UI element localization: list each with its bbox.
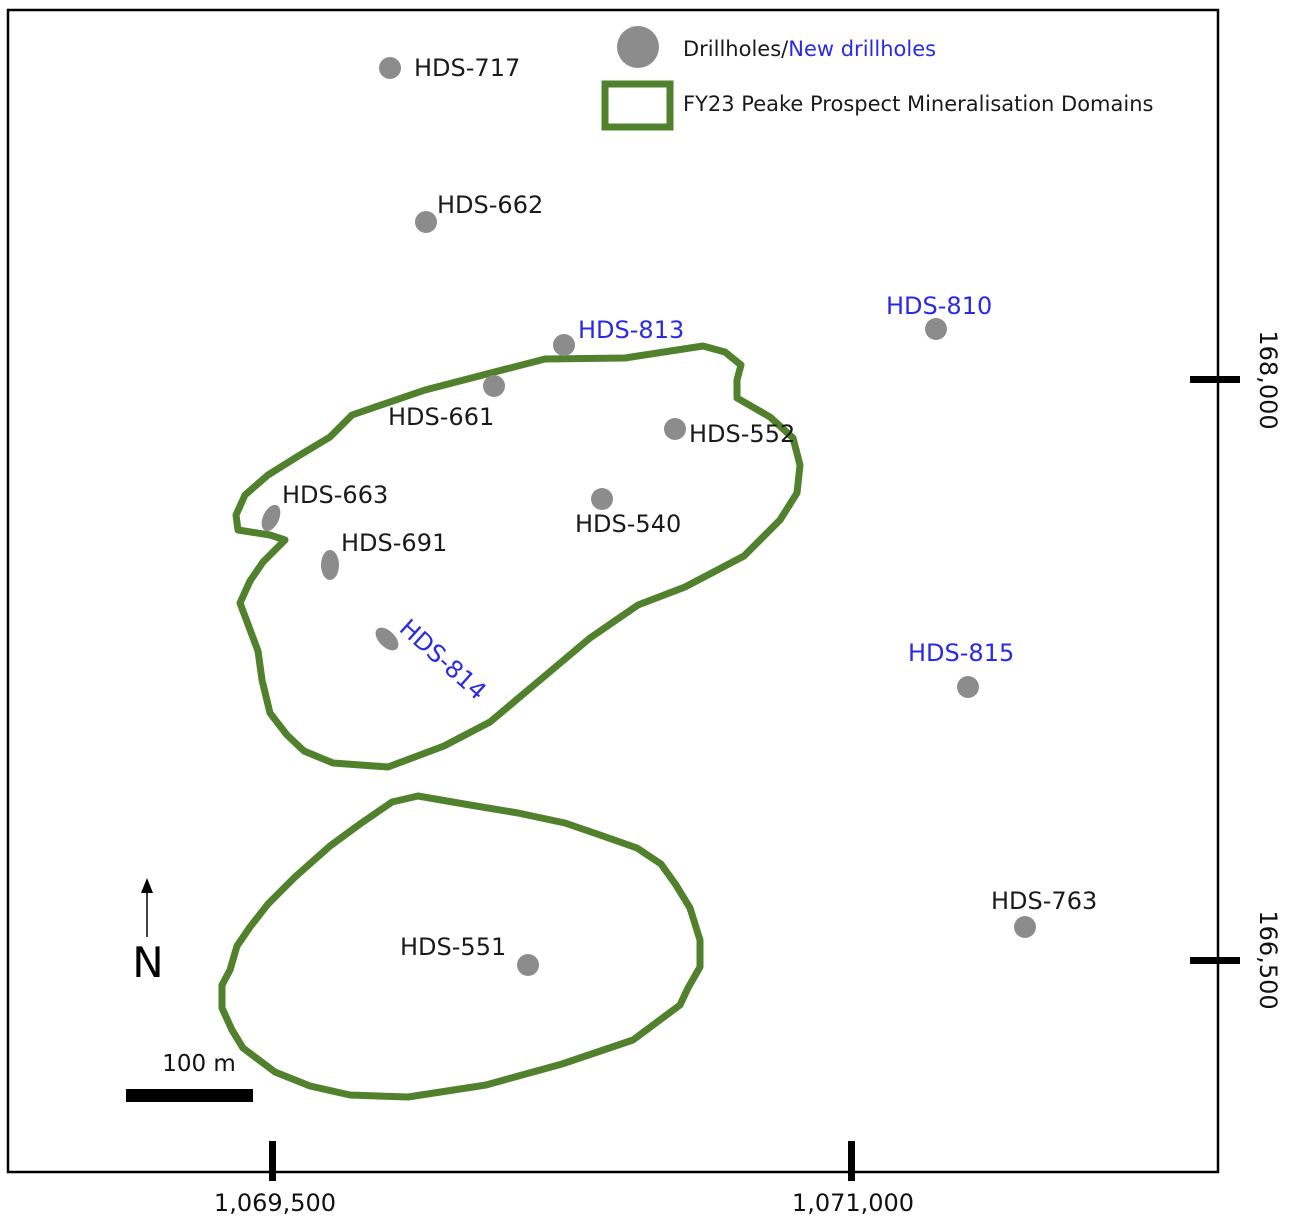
domain-outline-north	[232, 342, 804, 771]
drillhole-marker-hds-540[interactable]	[591, 488, 613, 510]
drillhole-marker-hds-814[interactable]	[371, 623, 402, 654]
easting-tick-1069500	[269, 1141, 276, 1181]
drillhole-marker-hds-661[interactable]	[483, 375, 505, 397]
northing-tick-label-168000: 168,000	[1254, 330, 1282, 429]
drillhole-label-hds-551: HDS-551	[400, 933, 506, 961]
north-arrow-head-icon	[141, 878, 153, 893]
easting-tick-label-1069500: 1,069,500	[214, 1189, 336, 1217]
drillhole-label-hds-813: HDS-813	[578, 316, 684, 344]
drillhole-label-hds-661: HDS-661	[388, 403, 494, 431]
drillhole-marker-hds-810[interactable]	[925, 318, 947, 340]
drillhole-label-hds-691: HDS-691	[341, 529, 447, 557]
drillhole-marker-hds-551[interactable]	[517, 954, 539, 976]
drillhole-label-hds-663: HDS-663	[282, 481, 388, 509]
drillhole-label-hds-815: HDS-815	[908, 639, 1014, 667]
legend-drillhole-symbol	[617, 26, 659, 68]
northing-tick-166500	[1190, 957, 1240, 964]
legend-drillholes-text: Drillholes/	[683, 37, 789, 61]
legend: Drillholes/New drillholes FY23 Peake Pro…	[601, 26, 1153, 131]
easting-tick-1071000	[848, 1141, 855, 1181]
drillhole-label-hds-540: HDS-540	[575, 510, 681, 538]
scale-bar-line	[126, 1089, 253, 1102]
drillhole-label-hds-810: HDS-810	[886, 292, 992, 320]
legend-domain-symbol	[601, 80, 674, 131]
drillhole-marker-hds-763[interactable]	[1014, 916, 1036, 938]
northing-tick-168000	[1190, 376, 1240, 383]
drillhole-marker-hds-662[interactable]	[415, 211, 437, 233]
drillhole-label-hds-552: HDS-552	[689, 420, 795, 448]
domain-outline-south	[218, 792, 704, 1101]
drillhole-marker-hds-717[interactable]	[379, 57, 401, 79]
scale-bar-label: 100 m	[162, 1051, 236, 1077]
northing-tick-label-166500: 166,500	[1254, 910, 1282, 1009]
legend-drillhole-label: Drillholes/New drillholes	[683, 37, 936, 61]
legend-new-drillholes-text: New drillholes	[788, 37, 936, 61]
legend-domain-label: FY23 Peake Prospect Mineralisation Domai…	[683, 92, 1153, 116]
drillhole-marker-hds-691[interactable]	[321, 550, 339, 580]
drillhole-label-hds-662: HDS-662	[437, 191, 543, 219]
north-arrow-label: N	[132, 938, 163, 987]
drillhole-marker-hds-663[interactable]	[258, 502, 284, 534]
drillhole-label-hds-763: HDS-763	[991, 887, 1097, 915]
scale-bar: 100 m	[126, 1051, 253, 1102]
drillhole-marker-hds-813[interactable]	[553, 334, 575, 356]
easting-tick-label-1071000: 1,071,000	[792, 1189, 914, 1217]
drillhole-marker-hds-552[interactable]	[664, 418, 686, 440]
drillhole-marker-hds-815[interactable]	[957, 676, 979, 698]
drillhole-label-hds-717: HDS-717	[414, 54, 520, 82]
north-arrow: N	[132, 878, 164, 987]
map-frame	[6, 8, 1220, 1174]
